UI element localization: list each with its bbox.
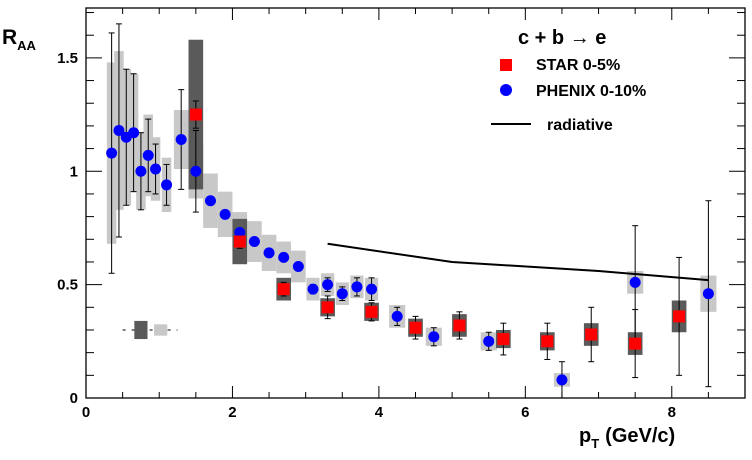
star-point (277, 283, 290, 296)
phenix-point (391, 310, 403, 322)
phenix-point (219, 208, 231, 220)
phenix-point (135, 165, 147, 177)
radiative-curve (327, 242, 709, 282)
normalization-box (154, 324, 168, 336)
phenix-point (351, 281, 363, 293)
legend-star-marker (500, 59, 512, 71)
phenix-point (292, 260, 304, 272)
star-point (409, 321, 422, 334)
phenix-point (128, 127, 140, 139)
phenix-point (142, 149, 154, 161)
star-point (321, 301, 334, 314)
phenix-point (307, 283, 319, 295)
normalization-boxes (122, 320, 178, 340)
x-tick-label: 6 (521, 404, 529, 421)
star-point (233, 235, 246, 248)
phenix-point (190, 165, 202, 177)
legend-radiative-label: radiative (547, 117, 613, 134)
y-tick-label: 0 (70, 390, 78, 407)
y-axis-label: RAA (2, 26, 37, 53)
phenix-point (248, 236, 260, 248)
phenix-point (106, 147, 118, 159)
normalization-box (134, 320, 148, 340)
star-point (585, 328, 598, 341)
phenix-point (175, 134, 187, 146)
legend-phenix-label: PHENIX 0-10% (536, 83, 646, 100)
legend-phenix-marker (500, 84, 512, 96)
data-points (106, 108, 714, 386)
star-point (629, 337, 642, 350)
legend: c + b → e STAR 0-5% PHENIX 0-10% radiati… (491, 27, 646, 134)
phenix-point (483, 335, 495, 347)
x-tick-label: 4 (375, 404, 384, 421)
radiative-curve-group (327, 242, 709, 282)
phenix-point (113, 124, 125, 136)
phenix-point (150, 163, 162, 175)
legend-title: c + b → e (518, 27, 606, 49)
phenix-point (263, 247, 275, 259)
legend-star-label: STAR 0-5% (536, 57, 620, 74)
y-tick-label: 0.5 (57, 277, 78, 294)
y-tick-label: 1.5 (57, 50, 78, 67)
star-point (497, 333, 510, 346)
phenix-point (428, 331, 440, 343)
star-point (541, 335, 554, 348)
phenix-point (366, 283, 378, 295)
phenix-point (204, 195, 216, 207)
phenix-point (234, 226, 246, 238)
phenix-point (702, 288, 714, 300)
star-point (365, 305, 378, 318)
x-tick-label: 2 (228, 404, 236, 421)
phenix-point (556, 374, 568, 386)
axis-tick-labels: 0 2 4 6 8 0 0.5 1 1.5 (57, 50, 676, 421)
star-point (453, 319, 466, 332)
phenix-point (161, 179, 173, 191)
phenix-point (278, 251, 290, 263)
x-tick-label: 8 (668, 404, 676, 421)
x-axis-label: pT (GeV/c) (579, 425, 675, 451)
x-tick-label: 0 (82, 404, 90, 421)
y-tick-label: 1 (70, 163, 78, 180)
star-point (673, 310, 686, 323)
axis-ticks (85, 8, 746, 399)
phenix-point (322, 279, 334, 291)
star-point (189, 108, 202, 121)
phenix-point (336, 288, 348, 300)
phenix-point (629, 276, 641, 288)
